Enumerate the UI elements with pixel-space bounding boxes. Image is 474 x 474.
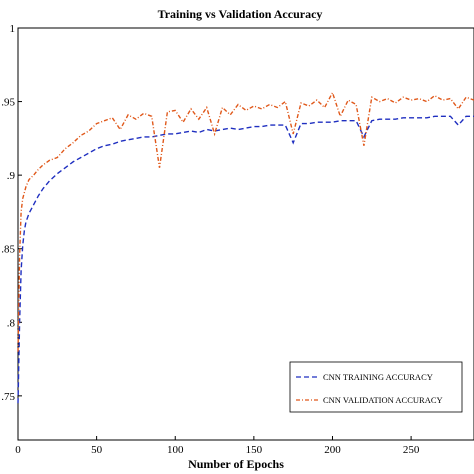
x-tick-label: 50 bbox=[91, 444, 103, 456]
y-tick-label: .95 bbox=[1, 97, 15, 109]
plot-area bbox=[17, 27, 474, 441]
y-tick-label: 1 bbox=[10, 23, 16, 35]
legend: CNN TRAINING ACCURACY CNN VALIDATION ACC… bbox=[289, 361, 463, 413]
x-tick-label: 250 bbox=[403, 444, 420, 456]
x-tick-label: 100 bbox=[167, 444, 184, 456]
y-axis: .75 .8 .85 .9 .95 1 bbox=[1, 23, 22, 403]
chart-title: Training vs Validation Accuracy bbox=[158, 7, 323, 21]
x-tick-label: 0 bbox=[15, 444, 21, 456]
x-tick-label: 200 bbox=[324, 444, 341, 456]
legend-box bbox=[289, 361, 463, 413]
y-tick-label: .85 bbox=[1, 244, 15, 256]
series-lines bbox=[17, 90, 474, 404]
y-tick-label: .9 bbox=[7, 170, 16, 182]
x-axis: 0 50 100 150 200 250 bbox=[15, 436, 420, 456]
y-tick-label: .75 bbox=[1, 391, 15, 403]
x-tick-label: 150 bbox=[246, 444, 263, 456]
x-axis-label: Number of Epochs bbox=[188, 457, 284, 471]
series-line-validation bbox=[17, 90, 474, 352]
legend-label-training: CNN TRAINING ACCURACY bbox=[323, 372, 433, 382]
series-line-training bbox=[17, 115, 474, 404]
legend-label-validation: CNN VALIDATION ACCURACY bbox=[323, 395, 443, 405]
y-tick-label: .8 bbox=[7, 317, 16, 329]
